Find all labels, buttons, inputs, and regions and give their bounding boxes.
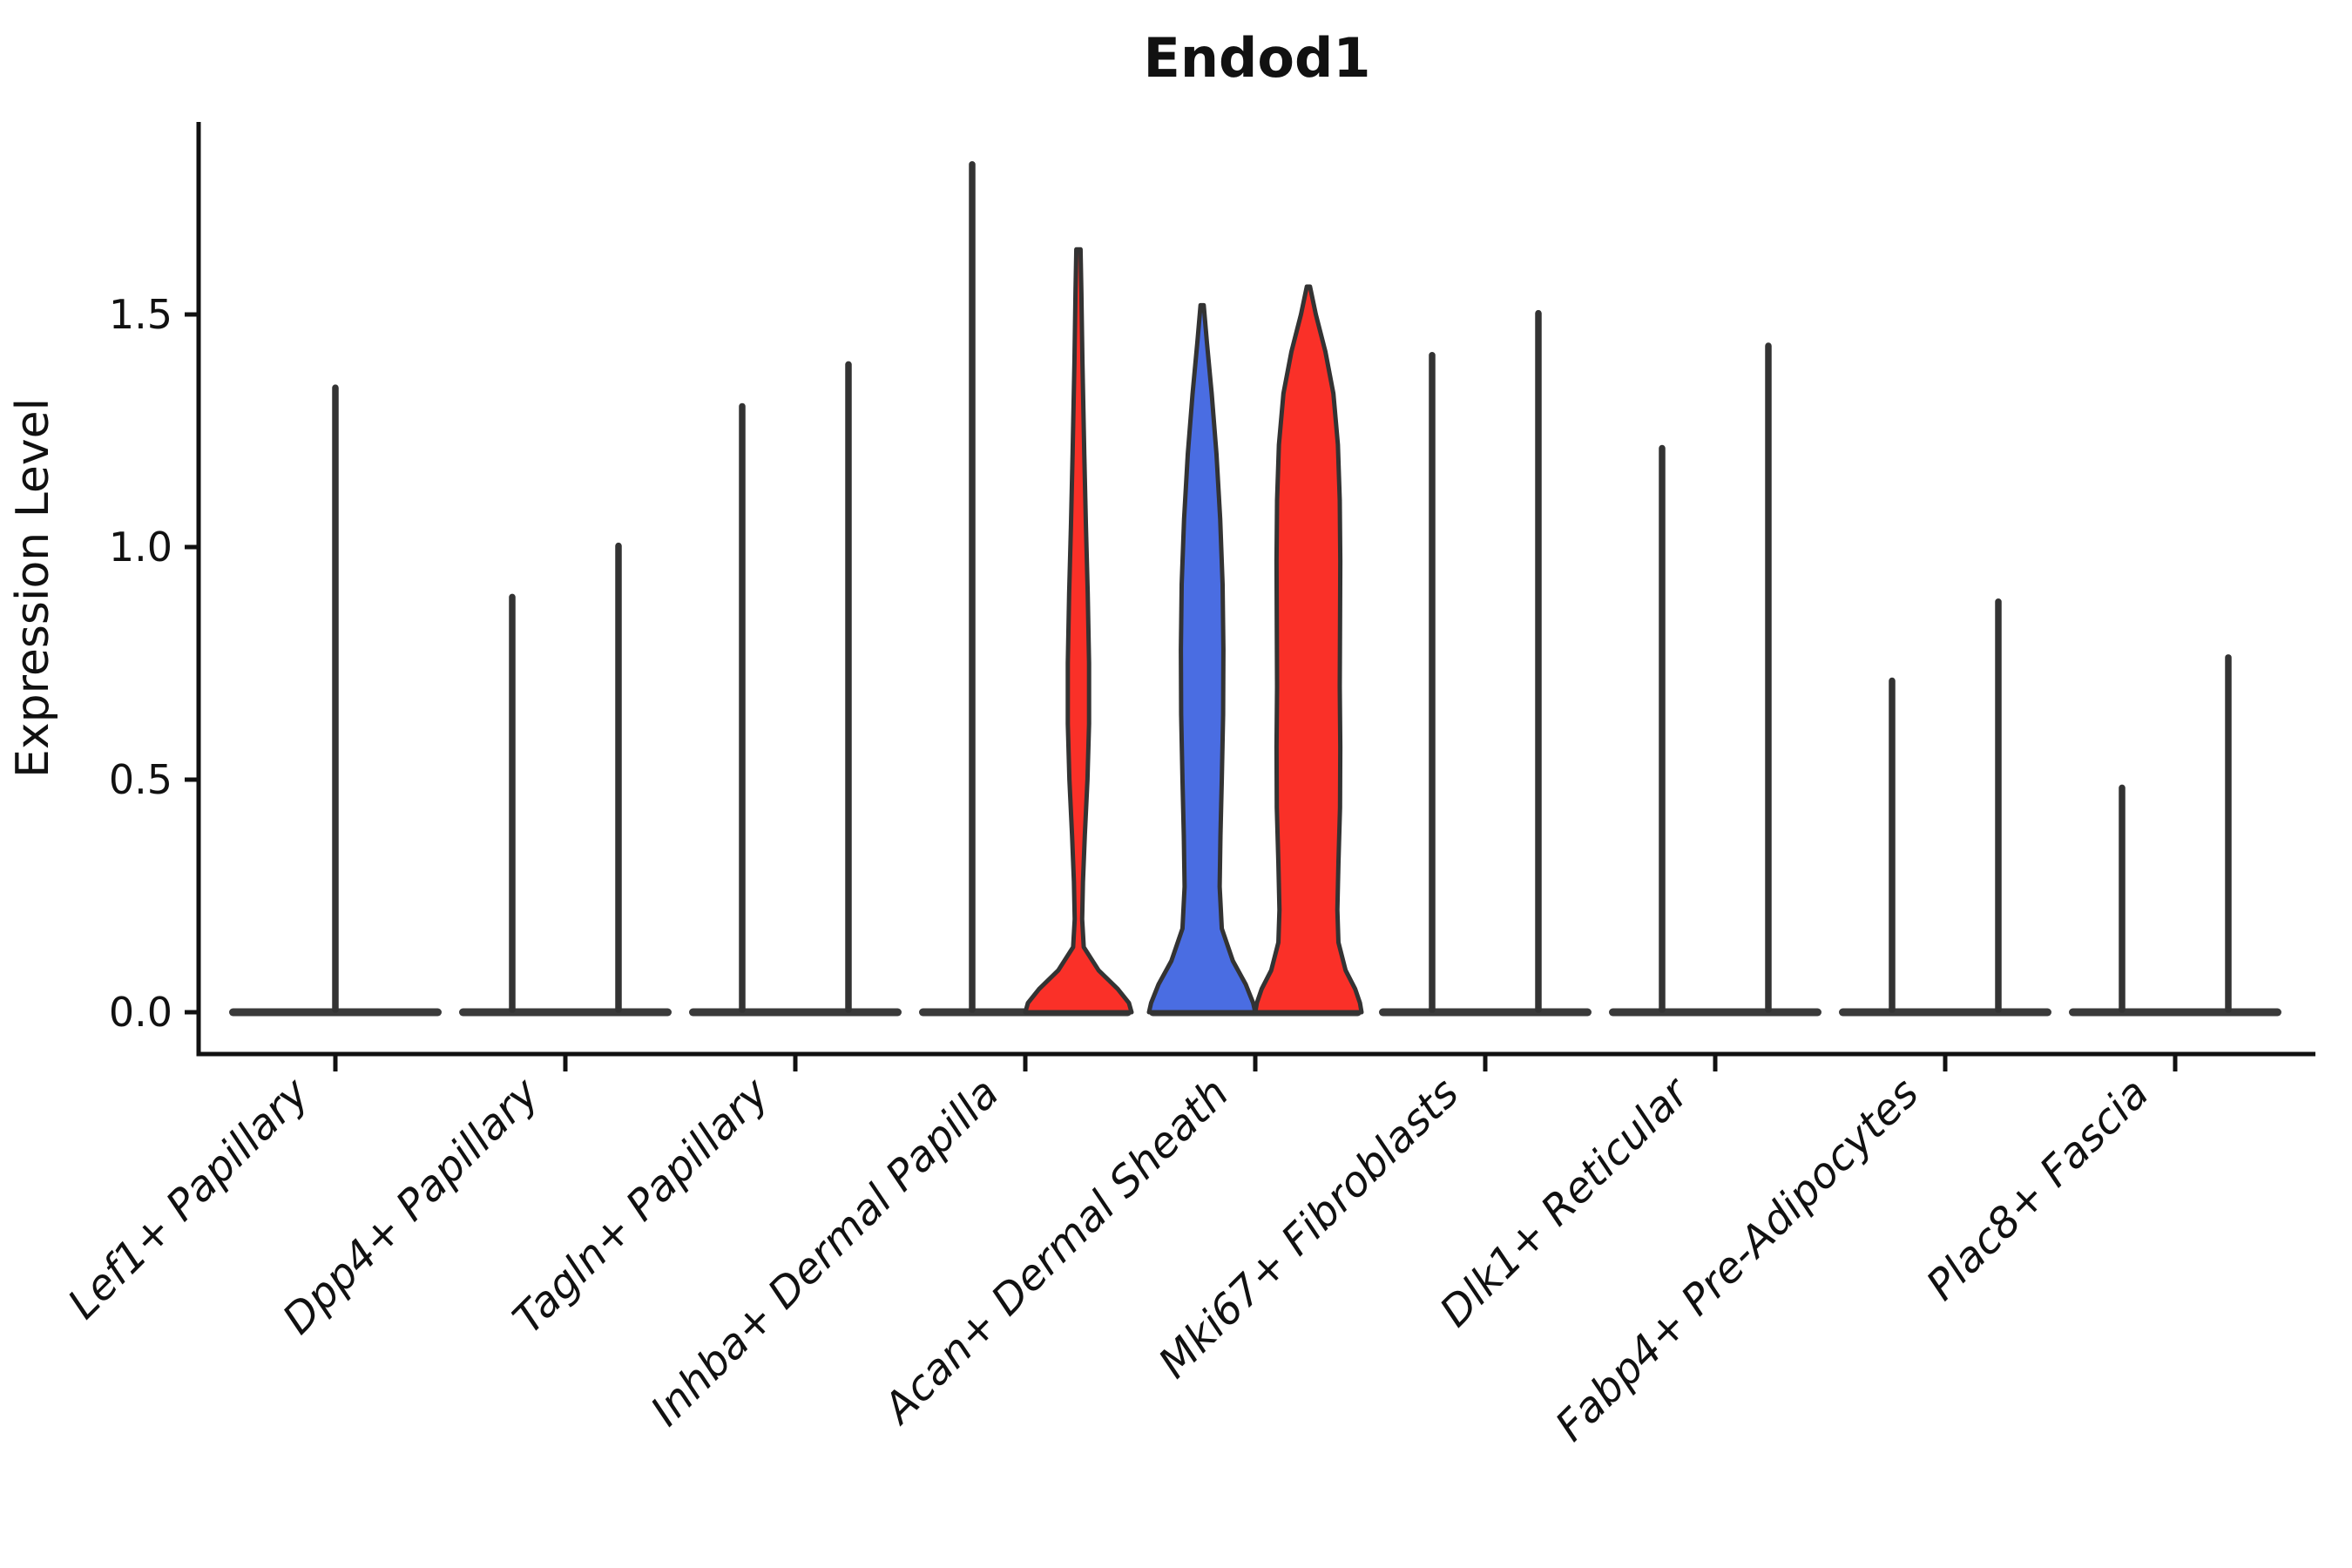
y-axis-label: Expression Level xyxy=(7,398,59,778)
violin-baseline-bar xyxy=(459,1008,672,1017)
violin-shape xyxy=(1146,302,1258,1015)
x-tick-label: Plac8+ Fascia xyxy=(1917,1069,2159,1310)
x-tick-label: Tagln+ Papillary xyxy=(504,1068,779,1343)
y-tick-label: 1.0 xyxy=(109,524,172,571)
violin-shape xyxy=(1023,247,1134,1015)
violin-baseline-bar xyxy=(1609,1008,1821,1017)
violin-baseline-bar xyxy=(1379,1008,1592,1017)
x-tick-label: Lef1+ Papillary xyxy=(58,1068,319,1328)
violin-baseline-bar xyxy=(1839,1008,2051,1017)
y-tick-label: 0.0 xyxy=(109,989,172,1036)
x-tick-label: Dpp4+ Papillary xyxy=(274,1068,549,1343)
x-tick-label: Dlk1+ Reticular xyxy=(1430,1067,1700,1337)
violin-shape xyxy=(1253,284,1364,1015)
x-tick-label: Fabp4+ Pre-Adipocytes xyxy=(1546,1069,1929,1451)
violin-baseline-bar xyxy=(689,1008,902,1017)
y-tick-label: 0.5 xyxy=(109,756,172,803)
y-tick-label: 1.5 xyxy=(109,291,172,338)
violin-baseline-bar xyxy=(2069,1008,2281,1017)
plot-title: Endod1 xyxy=(1144,26,1371,90)
